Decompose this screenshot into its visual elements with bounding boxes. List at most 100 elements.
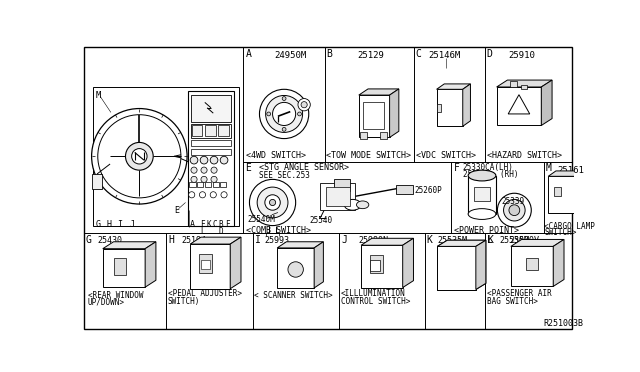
Bar [218, 125, 228, 136]
Polygon shape [436, 84, 470, 89]
Bar [197, 182, 204, 187]
Bar [396, 185, 413, 194]
Bar [468, 176, 496, 214]
Text: K: K [427, 235, 433, 245]
Bar [201, 260, 210, 269]
Bar [359, 95, 390, 137]
Bar [103, 249, 145, 287]
Text: 25535M: 25535M [499, 236, 529, 246]
Text: SEE SEC.253: SEE SEC.253 [259, 171, 310, 180]
Circle shape [497, 193, 531, 227]
Circle shape [190, 156, 198, 164]
Bar [114, 258, 126, 275]
Text: 25146M: 25146M [428, 51, 460, 60]
Text: < SCANNER SWITCH>: < SCANNER SWITCH> [254, 291, 333, 300]
Text: 25129: 25129 [357, 51, 384, 60]
Text: H: H [168, 235, 175, 245]
Text: I: I [117, 220, 122, 229]
Bar [369, 260, 380, 271]
Text: B: B [219, 220, 223, 229]
Polygon shape [230, 237, 241, 289]
Text: A: A [246, 49, 252, 59]
Bar [212, 182, 219, 187]
Polygon shape [548, 171, 585, 176]
Text: F: F [200, 220, 205, 229]
Bar [308, 176, 440, 225]
Ellipse shape [344, 199, 361, 210]
Text: 25330CA(LH): 25330CA(LH) [463, 163, 514, 172]
Circle shape [257, 187, 288, 218]
Text: BAG SWITCH>: BAG SWITCH> [488, 297, 538, 306]
Polygon shape [190, 237, 241, 244]
Circle shape [191, 167, 197, 173]
Circle shape [200, 156, 208, 164]
Circle shape [259, 89, 308, 139]
Bar [205, 125, 216, 136]
Circle shape [92, 109, 187, 204]
Bar [92, 174, 102, 189]
Text: C: C [212, 220, 217, 229]
Text: <STG ANGLE SENSOR>: <STG ANGLE SENSOR> [259, 163, 349, 172]
Text: E: E [246, 163, 252, 173]
Polygon shape [577, 171, 585, 213]
Text: I: I [255, 235, 260, 245]
Text: C: C [416, 49, 422, 59]
Text: 25993: 25993 [265, 236, 290, 246]
Circle shape [191, 176, 197, 183]
Bar [205, 182, 211, 187]
Text: 25540M: 25540M [247, 215, 275, 224]
Text: 25194: 25194 [182, 236, 207, 246]
Bar [93, 87, 239, 225]
Text: H: H [106, 220, 111, 229]
Text: SWITCH): SWITCH) [168, 297, 200, 306]
Bar [277, 248, 314, 288]
Bar [191, 140, 231, 146]
Bar [326, 187, 349, 206]
Bar [497, 87, 541, 125]
Circle shape [125, 142, 153, 170]
Bar [380, 132, 387, 140]
Bar [509, 81, 517, 87]
Text: M: M [546, 163, 552, 173]
Text: L: L [200, 227, 205, 236]
Bar [436, 104, 441, 112]
Bar [191, 148, 231, 155]
Circle shape [189, 192, 195, 198]
Text: 25161: 25161 [557, 166, 584, 175]
Polygon shape [314, 242, 323, 288]
Text: E: E [174, 206, 179, 215]
Polygon shape [403, 238, 413, 288]
Polygon shape [361, 238, 413, 245]
Polygon shape [145, 242, 156, 287]
Bar [511, 246, 553, 286]
Text: 25339: 25339 [501, 197, 524, 206]
Polygon shape [437, 240, 486, 246]
Ellipse shape [356, 201, 369, 209]
Bar [437, 246, 476, 289]
Circle shape [132, 148, 147, 164]
Circle shape [211, 167, 217, 173]
Text: R251003B: R251003B [543, 319, 584, 328]
Text: 25020V: 25020V [509, 236, 540, 246]
Text: <CARGO LAMP: <CARGO LAMP [545, 222, 595, 231]
Circle shape [273, 102, 296, 125]
Circle shape [211, 176, 217, 183]
Circle shape [98, 115, 181, 198]
Bar [369, 255, 383, 273]
Circle shape [221, 192, 227, 198]
Circle shape [282, 97, 286, 100]
Circle shape [266, 96, 303, 132]
Circle shape [298, 99, 310, 111]
Polygon shape [553, 240, 564, 286]
Text: B: B [326, 49, 332, 59]
Polygon shape [277, 242, 323, 248]
Text: UP/DOWN>: UP/DOWN> [88, 298, 125, 307]
Ellipse shape [468, 170, 496, 181]
Text: F: F [454, 163, 460, 173]
Text: <PEDAL ADJUSTER>: <PEDAL ADJUSTER> [168, 289, 242, 298]
Bar [191, 124, 231, 138]
Circle shape [250, 179, 296, 225]
Text: 25910: 25910 [508, 51, 535, 60]
Text: SWITCH>: SWITCH> [545, 228, 577, 237]
Circle shape [509, 205, 520, 216]
